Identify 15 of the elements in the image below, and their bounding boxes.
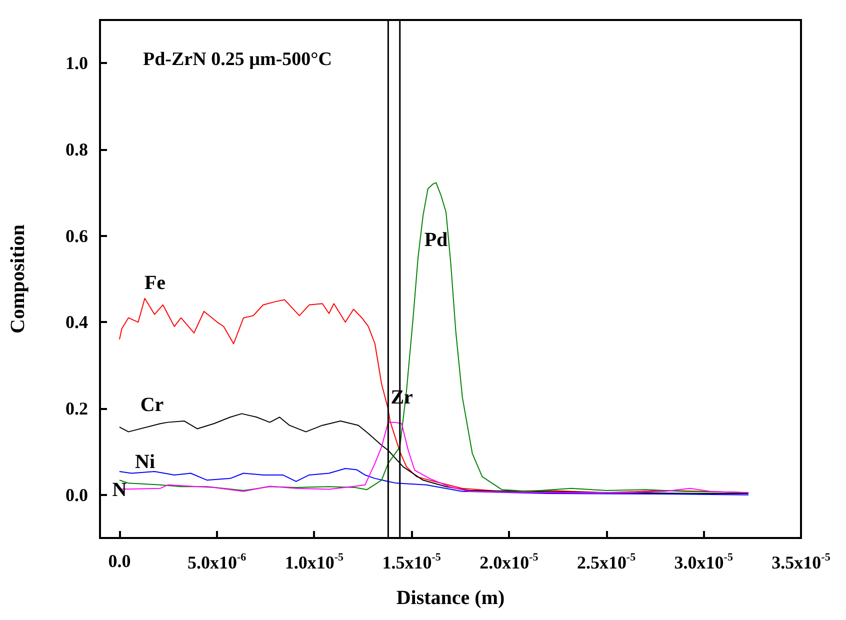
y-tick-label: 0.2 [66,398,88,418]
annotation: Fe [144,272,166,294]
y-tick-label: 1.0 [66,53,88,74]
y-tick-label: 0.6 [66,226,88,246]
y-tick-label: 0.0 [66,484,88,505]
annotation: Ni [135,451,156,473]
y-axis-title: Composition [7,224,29,334]
x-axis-title: Distance (m) [396,587,505,609]
annotation: N [112,479,128,502]
annotation: Pd [424,229,448,251]
annotation: Cr [140,394,164,416]
y-tick-label: 0.8 [66,140,88,160]
x-tick-label: 0.0 [108,551,131,571]
text: Pd-ZrN 0.25 µm-500°C [143,49,332,70]
y-tick-label: 0.4 [66,312,88,332]
